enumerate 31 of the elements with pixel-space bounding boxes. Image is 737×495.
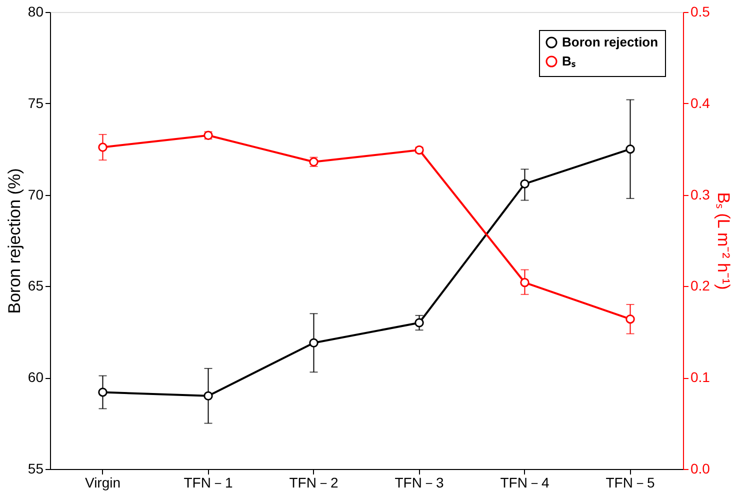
x-tick-label: TFN－4 (500, 474, 550, 490)
legend-label: Boron rejection (562, 34, 658, 50)
point (520, 179, 530, 188)
point (98, 388, 108, 397)
point (520, 278, 530, 288)
x-tick-label: TFN－3 (394, 474, 444, 490)
y-tick-label: 55 (28, 460, 44, 476)
point (626, 144, 635, 154)
point (98, 142, 108, 152)
y2-tick-label: 0.2 (690, 278, 710, 294)
y-axis-title: Boron rejection (%) (4, 168, 24, 314)
y-tick-label: 60 (28, 369, 44, 386)
x-tick-label: TFN－1 (184, 474, 233, 490)
y2-tick-label: 0.5 (690, 4, 710, 20)
y-tick-label: 80 (28, 4, 44, 20)
point (414, 318, 424, 328)
y-tick-label: 65 (28, 278, 44, 294)
legend-label: Bₛ (562, 54, 576, 68)
y-tick-label: 70 (28, 186, 44, 202)
point (204, 391, 213, 400)
x-tick-label: Virgin (84, 474, 121, 490)
y-tick-label: 75 (28, 94, 44, 111)
y2-tick-label: 0.0 (690, 460, 710, 476)
x-tick-label: TFN－5 (606, 474, 655, 490)
y2-tick-label: 0.1 (690, 369, 710, 386)
y2-axis-title: Bₛ (L m⁻² h⁻¹) (714, 192, 733, 290)
point (626, 314, 635, 324)
y2-tick-label: 0.4 (690, 94, 710, 111)
x-tick-label: TFN－2 (289, 474, 338, 490)
point (309, 338, 318, 348)
y2-tick-label: 0.3 (690, 186, 710, 202)
